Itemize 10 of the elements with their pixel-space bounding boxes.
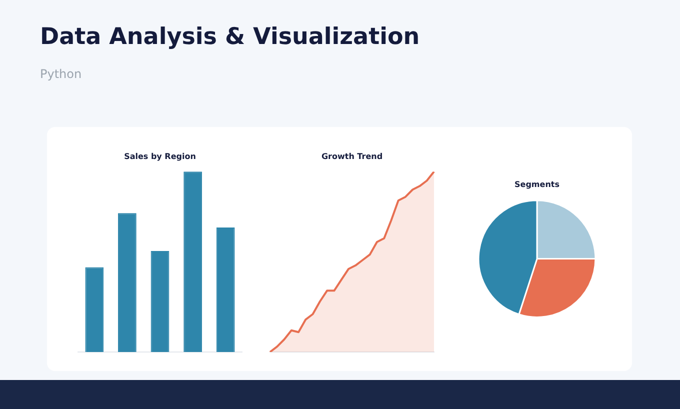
bar xyxy=(184,172,202,352)
text: Python xyxy=(40,67,83,81)
chart-title: Growth Trend xyxy=(321,152,383,161)
bar xyxy=(85,267,104,352)
bar xyxy=(118,213,136,352)
chart-title: Sales by Region xyxy=(124,152,196,161)
bar xyxy=(216,228,235,352)
chart-title: Segments xyxy=(514,180,560,189)
text: Data Analysis & Visualization xyxy=(40,24,420,50)
bar xyxy=(150,250,170,352)
